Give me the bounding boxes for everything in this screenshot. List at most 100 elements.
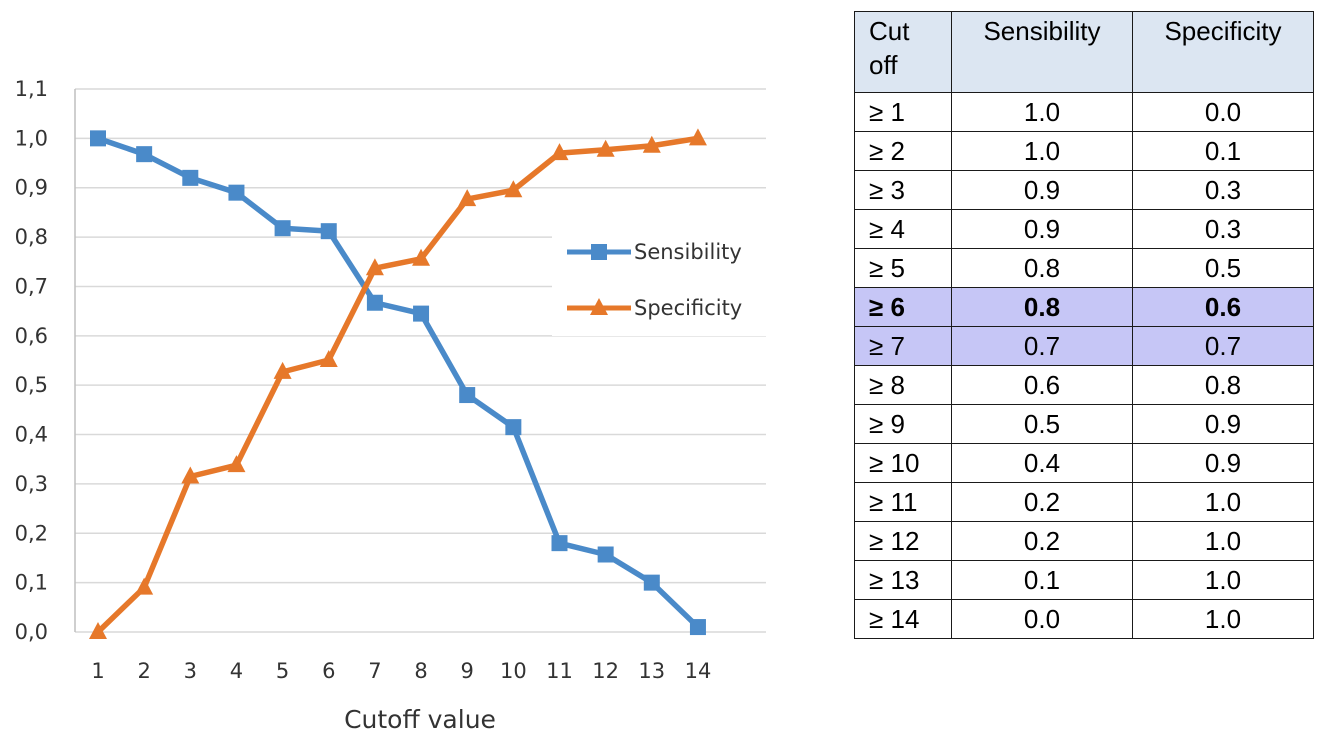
table-row: ≥ 7 0.7 0.7 (854, 326, 1314, 366)
y-tick-label: 0,8 (15, 225, 48, 249)
x-tick-label: 10 (500, 659, 527, 683)
x-tick-label: 8 (414, 659, 427, 683)
data-point (550, 143, 569, 161)
data-point (273, 361, 292, 379)
x-tick-label: 13 (638, 659, 665, 683)
table-row: ≥ 6 0.8 0.6 (854, 287, 1314, 327)
data-point (459, 387, 476, 404)
cell-specificity: 0.9 (1132, 404, 1314, 444)
y-tick-label: 0,7 (15, 274, 48, 298)
cell-specificity: 1.0 (1132, 482, 1314, 522)
data-point (136, 146, 153, 163)
series-line (96, 135, 699, 634)
data-point (319, 350, 338, 368)
x-tick-label: 1 (91, 659, 104, 683)
data-point (458, 189, 477, 207)
legend-marker (590, 298, 608, 315)
data-point (596, 139, 615, 157)
series-specificity (89, 128, 707, 639)
cell-specificity: 1.0 (1132, 560, 1314, 600)
data-point (413, 305, 430, 322)
cell-cutoff: ≥ 12 (854, 521, 952, 561)
table-row: ≥ 13 0.1 1.0 (854, 560, 1314, 600)
cell-cutoff: ≥ 11 (854, 482, 952, 522)
table-row: ≥ 8 0.6 0.8 (854, 365, 1314, 405)
x-tick-label: 7 (368, 659, 381, 683)
chart-legend: Sensibility Specificity (552, 226, 766, 336)
cell-cutoff: ≥ 2 (854, 131, 952, 171)
x-tick-label: 5 (276, 659, 289, 683)
data-point (597, 546, 614, 563)
table-row: ≥ 5 0.8 0.5 (854, 248, 1314, 288)
cell-sensibility: 1.0 (951, 131, 1133, 171)
x-axis-tick-labels: 1 2 3 4 5 6 7 8 9 10 11 12 13 14 (91, 659, 711, 683)
cell-cutoff: ≥ 5 (854, 248, 952, 288)
cutoff-table: Cut off Sensibility Specificity ≥ 1 1.0 0.0… (854, 11, 1314, 639)
cell-sensibility: 0.9 (951, 170, 1133, 210)
data-point (688, 128, 707, 146)
cell-sensibility: 1.0 (951, 92, 1133, 132)
data-point (228, 184, 245, 201)
data-point (227, 455, 246, 473)
y-tick-label: 0,3 (15, 472, 48, 496)
cell-cutoff: ≥ 4 (854, 209, 952, 249)
legend-item-sensibility: Sensibility (567, 240, 742, 264)
cell-specificity: 0.8 (1132, 365, 1314, 405)
y-tick-label: 0,9 (15, 176, 48, 200)
cell-specificity: 0.3 (1132, 209, 1314, 249)
cell-specificity: 0.6 (1132, 287, 1314, 327)
legend-background (552, 226, 766, 336)
data-point (181, 466, 200, 484)
cell-cutoff: ≥ 10 (854, 443, 952, 483)
cell-sensibility: 0.9 (951, 209, 1133, 249)
table-row: ≥ 3 0.9 0.3 (854, 170, 1314, 210)
data-point (182, 169, 199, 186)
cell-specificity: 0.5 (1132, 248, 1314, 288)
data-point (274, 220, 291, 237)
cell-specificity: 0.0 (1132, 92, 1314, 132)
cell-specificity: 0.7 (1132, 326, 1314, 366)
x-tick-label: 6 (322, 659, 335, 683)
x-tick-label: 12 (592, 659, 619, 683)
legend-label: Specificity (634, 296, 742, 320)
table-row: ≥ 10 0.4 0.9 (854, 443, 1314, 483)
x-tick-label: 2 (137, 659, 150, 683)
data-point (551, 535, 568, 552)
chart-series (89, 128, 707, 639)
cell-cutoff: ≥ 3 (854, 170, 952, 210)
cell-cutoff: ≥ 8 (854, 365, 952, 405)
data-point (642, 135, 661, 153)
table-row: ≥ 11 0.2 1.0 (854, 482, 1314, 522)
y-tick-label: 0,6 (15, 324, 48, 348)
header-sensibility: Sensibility (951, 11, 1133, 93)
cell-sensibility: 0.5 (951, 404, 1133, 444)
cell-cutoff: ≥ 1 (854, 92, 952, 132)
cell-sensibility: 0.7 (951, 326, 1133, 366)
x-axis-title: Cutoff value (344, 705, 496, 734)
table-row: ≥ 9 0.5 0.9 (854, 404, 1314, 444)
x-tick-label: 14 (685, 659, 712, 683)
legend-item-specificity: Specificity (567, 296, 742, 320)
chart-gridlines (75, 88, 766, 633)
data-point (90, 130, 106, 147)
legend-label: Sensibility (634, 240, 742, 264)
table-row: ≥ 12 0.2 1.0 (854, 521, 1314, 561)
cell-sensibility: 0.8 (951, 248, 1133, 288)
y-tick-label: 1,0 (15, 126, 48, 150)
cell-specificity: 1.0 (1132, 599, 1314, 639)
table-row: ≥ 14 0.0 1.0 (854, 599, 1314, 639)
cell-sensibility: 0.6 (951, 365, 1133, 405)
y-tick-label: 0,5 (15, 373, 48, 397)
x-tick-label: 3 (184, 659, 197, 683)
cell-specificity: 0.3 (1132, 170, 1314, 210)
data-point (689, 619, 706, 636)
cell-sensibility: 0.4 (951, 443, 1133, 483)
cell-sensibility: 0.8 (951, 287, 1133, 327)
legend-marker (591, 244, 607, 260)
y-tick-label: 0,4 (15, 423, 48, 447)
data-point (366, 294, 383, 311)
cell-cutoff: ≥ 9 (854, 404, 952, 444)
data-point (320, 223, 337, 240)
y-tick-label: 0,1 (15, 571, 48, 595)
